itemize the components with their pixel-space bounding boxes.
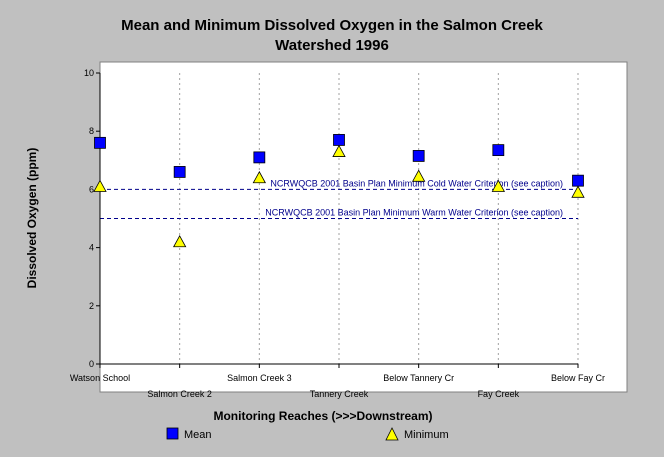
chart-title-line-2: Watershed 1996 bbox=[275, 37, 389, 54]
y-tick-label: 4 bbox=[89, 243, 94, 253]
mean-point bbox=[333, 134, 345, 146]
y-tick-label: 0 bbox=[89, 359, 94, 369]
minimum-point bbox=[571, 185, 585, 198]
mean-point bbox=[492, 144, 505, 157]
minimum-point bbox=[172, 234, 187, 248]
y-axis-title: Dissolved Oxygen (ppm) bbox=[25, 148, 39, 289]
mean-point bbox=[412, 150, 425, 162]
reference-line-label: NCRWQCB 2001 Basin Plan Minimum Warm Wat… bbox=[265, 208, 563, 218]
x-axis-title: Monitoring Reaches (>>>Downstream) bbox=[213, 409, 432, 423]
y-tick-label: 6 bbox=[89, 184, 94, 194]
mean-point bbox=[572, 174, 584, 187]
x-tick-label: Below Tannery Cr bbox=[383, 373, 454, 383]
x-tick-label: Tannery Creek bbox=[310, 389, 369, 399]
mean-point bbox=[173, 166, 186, 178]
legend-minimum-marker bbox=[385, 427, 399, 441]
minimum-point bbox=[411, 169, 426, 182]
x-tick-label: Fay Creek bbox=[478, 389, 520, 399]
legend-minimum-label: Minimum bbox=[404, 429, 449, 441]
plot-frame bbox=[99, 61, 628, 393]
x-tick-label: Watson School bbox=[70, 373, 130, 383]
legend: Mean Minimum bbox=[166, 427, 449, 441]
x-tick-label: Salmon Creek 2 bbox=[147, 389, 212, 399]
reference-line-label: NCRWQCB 2001 Basin Plan Minimum Cold Wat… bbox=[270, 178, 563, 188]
x-tick-label: Salmon Creek 3 bbox=[227, 373, 292, 383]
y-tick-label: 10 bbox=[84, 68, 94, 78]
y-tick-label: 8 bbox=[89, 126, 94, 136]
minimum-point bbox=[491, 179, 506, 192]
mean-point bbox=[253, 151, 266, 164]
chart-title-line-1: Mean and Minimum Dissolved Oxygen in the… bbox=[121, 17, 543, 34]
legend-mean-marker bbox=[166, 427, 179, 440]
y-tick-label: 2 bbox=[89, 301, 94, 311]
minimum-point bbox=[252, 170, 267, 184]
x-tick-label: Below Fay Cr bbox=[551, 373, 605, 383]
legend-mean-label: Mean bbox=[184, 429, 212, 441]
minimum-point bbox=[332, 144, 346, 157]
mean-point bbox=[94, 136, 106, 149]
minimum-point bbox=[93, 179, 107, 192]
